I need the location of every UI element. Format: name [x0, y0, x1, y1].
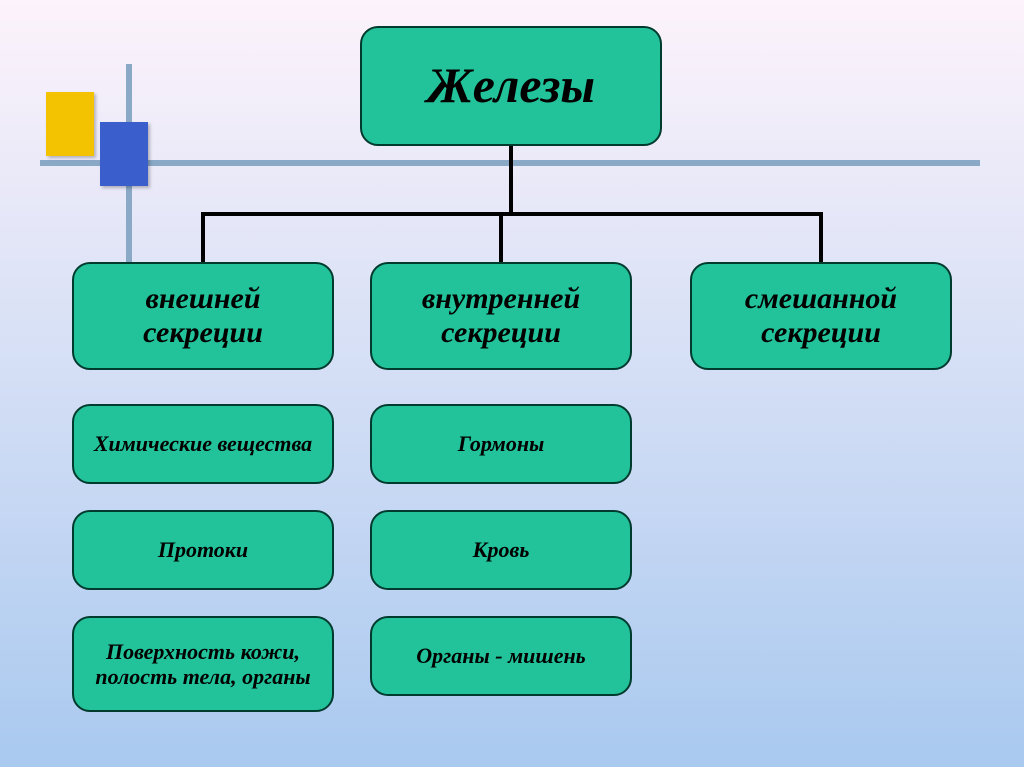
connector-to-cat3: [819, 212, 823, 264]
decor-blue-square: [100, 122, 148, 186]
node-cat2: внутренней секреции: [370, 262, 632, 370]
node-root: Железы: [360, 26, 662, 146]
node-cat2-label: внутренней секреции: [382, 282, 620, 351]
connector-root-down: [509, 146, 513, 212]
node-c2s3-label: Органы - мишень: [416, 643, 585, 668]
node-c2s2: Кровь: [370, 510, 632, 590]
connector-to-cat2: [499, 212, 503, 264]
node-c1s1: Химические вещества: [72, 404, 334, 484]
node-cat3: смешанной секреции: [690, 262, 952, 370]
node-root-label: Железы: [427, 57, 595, 115]
node-c1s2-label: Протоки: [158, 537, 248, 562]
node-cat1-label: внешней секреции: [84, 282, 322, 351]
node-c2s3: Органы - мишень: [370, 616, 632, 696]
node-c2s1-label: Гормоны: [458, 431, 545, 456]
node-c2s1: Гормоны: [370, 404, 632, 484]
connector-h-bus: [201, 212, 823, 216]
connector-to-cat1: [201, 212, 205, 264]
node-c1s1-label: Химические вещества: [94, 431, 312, 456]
node-c1s2: Протоки: [72, 510, 334, 590]
node-c1s3-label: Поверхность кожи, полость тела, органы: [84, 639, 322, 690]
decor-gold-square: [46, 92, 94, 156]
node-c2s2-label: Кровь: [473, 537, 530, 562]
node-c1s3: Поверхность кожи, полость тела, органы: [72, 616, 334, 712]
node-cat1: внешней секреции: [72, 262, 334, 370]
node-cat3-label: смешанной секреции: [702, 282, 940, 351]
